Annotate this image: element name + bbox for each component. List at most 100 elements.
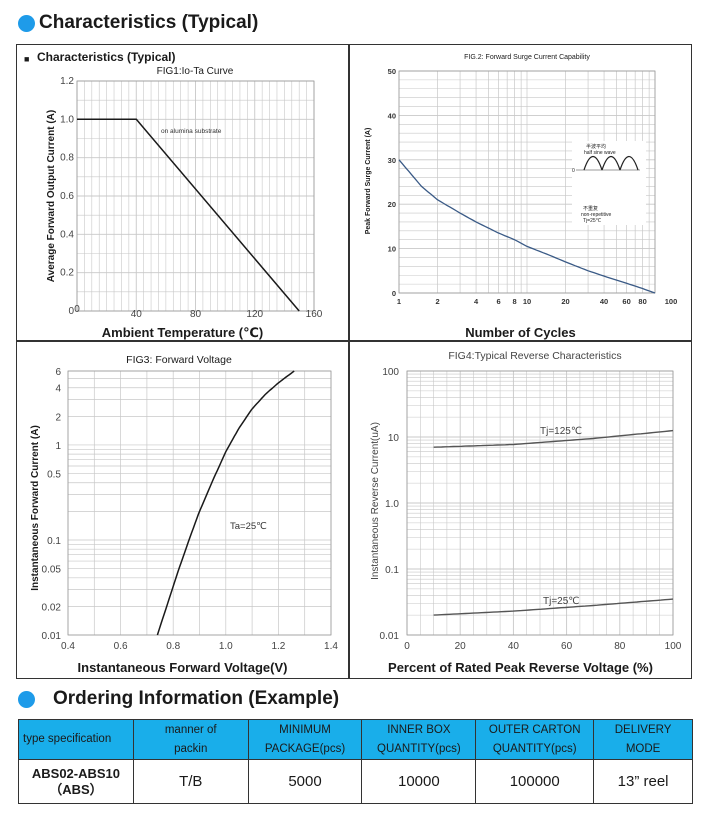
fig4-y-label: Instantaneous Reverse Current(uA) xyxy=(370,422,381,580)
y-tick-label: 0.5 xyxy=(47,470,61,481)
section-title: Ordering Information (Example) xyxy=(53,688,340,709)
y-tick-label: 1.0 xyxy=(60,114,74,125)
inset-text: non-repetitive xyxy=(581,212,612,218)
y-tick-label: 2 xyxy=(55,412,61,423)
header-minimum: MINIMUM PACKAGE(pcs) xyxy=(247,719,363,760)
fig2-panel: FIG.2: Forward Surge Current Capability 1… xyxy=(349,44,692,341)
reverse-curve-25 xyxy=(433,598,674,616)
x-tick-label: 1.0 xyxy=(219,641,233,652)
fig2-y-label: Peak Forward Surge Current (A) xyxy=(365,128,372,235)
fig4-chart: FIG4:Typical Reverse Characteristics 0 20 4… xyxy=(370,350,682,652)
x-tick-label: 80 xyxy=(190,309,202,320)
y-tick-label: 0.8 xyxy=(60,153,74,164)
y-tick-label: 4 xyxy=(55,384,61,395)
header-manner: manner of packin xyxy=(132,719,249,760)
fig1-title: FIG1:Io-Ta Curve xyxy=(157,66,234,77)
x-tick-label: 60 xyxy=(622,297,630,306)
plot-frame xyxy=(398,70,656,294)
inset-text: Tj=25℃ xyxy=(583,218,602,224)
x-tick-label: 160 xyxy=(306,309,323,320)
fig3-x-caption: Instantaneous Forward Voltage(V) xyxy=(77,660,288,675)
fig2-title: FIG.2: Forward Surge Current Capability xyxy=(464,54,590,61)
y-tick-label: 0.01 xyxy=(380,631,400,642)
plot-frame xyxy=(67,370,332,636)
y-tick-label: 20 xyxy=(388,200,396,209)
inset-sine-wave xyxy=(601,155,621,171)
x-tick-label: 0.8 xyxy=(166,641,180,652)
x-tick-label: 10 xyxy=(523,297,531,306)
cell-manner: T/B xyxy=(132,759,249,804)
fig1-x-caption: Ambient Temperature (℃) xyxy=(101,325,264,340)
inset-text: half sine wave xyxy=(584,150,616,156)
section-title: Characteristics (Typical) xyxy=(39,12,259,33)
x-tick-label: 4 xyxy=(474,297,479,306)
y-tick-label: 0.02 xyxy=(42,602,62,613)
section-characteristics: Characteristics (Typical) xyxy=(18,12,258,34)
header-type-spec: type specification xyxy=(18,719,134,760)
inset-sine-wave xyxy=(619,155,639,171)
y-tick-label: 1.2 xyxy=(60,76,74,87)
cell-inner: 10000 xyxy=(361,759,477,804)
y-tick-label: 0.6 xyxy=(60,191,74,202)
x-tick-label: 40 xyxy=(131,309,143,320)
x-tick-label: 0.6 xyxy=(114,641,128,652)
y-tick-label: 1 xyxy=(55,441,61,452)
y-tick-label: 30 xyxy=(388,156,396,165)
x-tick-label: 8 xyxy=(513,297,517,306)
forward-voltage-curve xyxy=(156,370,295,636)
ordering-table: type specification manner of packin MINIM… xyxy=(18,719,693,804)
bullet-dot-icon xyxy=(18,690,35,708)
inset-text: 0 xyxy=(572,168,575,174)
cell-outer: 100000 xyxy=(475,759,595,804)
y-tick-label: 0.4 xyxy=(60,229,74,240)
x-tick-label: 100 xyxy=(665,641,682,652)
fig3-chart: FIG3: Forward Voltage 0.4 0.6 0.8 1.0 1.2 1.4 6… xyxy=(30,354,338,652)
y-tick-label: 40 xyxy=(388,111,396,120)
io-ta-curve xyxy=(77,118,300,312)
x-tick-label: 80 xyxy=(638,297,646,306)
fig1-panel: ■ Characteristics (Typical) FIG1:Io-Ta Cur… xyxy=(16,44,349,341)
fig3-y-label: Instantaneous Forward Current (A) xyxy=(30,425,41,591)
fig1-annotation: on alumina substrate xyxy=(161,128,222,135)
x-tick-label: 6 xyxy=(497,297,501,306)
section-ordering: Ordering Information (Example) xyxy=(18,688,339,710)
plot-frame xyxy=(406,370,674,636)
inset-box xyxy=(572,141,646,225)
y-tick-label: 0.1 xyxy=(47,536,61,547)
x-tick-label: 1.2 xyxy=(271,641,285,652)
x-tick-label: 20 xyxy=(455,641,467,652)
x-tick-label: 40 xyxy=(600,297,608,306)
y-tick-label: 6 xyxy=(55,367,61,378)
bullet-dot-icon xyxy=(18,14,35,32)
table-row: ABS02-ABS10 （ABS） T/B 5000 10000 100000 1… xyxy=(18,759,693,804)
x-tick-label: 0 xyxy=(404,641,410,652)
fig2-x-caption: Number of Cycles xyxy=(465,325,576,340)
y-tick-label: 10 xyxy=(388,433,400,444)
fig3-title: FIG3: Forward Voltage xyxy=(126,354,232,366)
y-tick-label: 10 xyxy=(388,245,396,254)
fig4-title: FIG4:Typical Reverse Characteristics xyxy=(448,350,621,362)
table-header-row: type specification manner of packin MINIM… xyxy=(18,719,693,760)
x-tick-label: 20 xyxy=(561,297,569,306)
series-label-25: Tj=25℃ xyxy=(543,596,580,607)
inset-sine-wave xyxy=(583,155,603,171)
fig2-chart: FIG.2: Forward Surge Current Capability 1… xyxy=(365,54,677,306)
plot-frame xyxy=(76,80,315,312)
heading-bullet-icon: ■ xyxy=(24,54,29,64)
y-tick-label: 0.01 xyxy=(42,631,62,642)
fig1-chart: ■ Characteristics (Typical) FIG1:Io-Ta Cur… xyxy=(24,50,323,320)
cell-minimum: 5000 xyxy=(247,759,363,804)
inset-text: 不重复 xyxy=(583,205,598,212)
x-tick-label: 2 xyxy=(435,297,439,306)
fig4-x-caption: Percent of Rated Peak Reverse Voltage (%… xyxy=(388,660,653,675)
header-inner-box: INNER BOX QUANTITY(pcs) xyxy=(361,719,477,760)
x-tick-label: 80 xyxy=(614,641,626,652)
y-tick-label: 0 xyxy=(392,289,396,298)
y-tick-label: 0.1 xyxy=(385,565,399,576)
y-tick-label: 0.05 xyxy=(42,565,62,576)
x-tick-label: 60 xyxy=(561,641,573,652)
cell-type: ABS02-ABS10 （ABS） xyxy=(18,759,134,804)
surge-curve xyxy=(398,159,656,294)
x-tick-label: 0 xyxy=(74,304,80,315)
x-tick-label: 1 xyxy=(397,297,401,306)
